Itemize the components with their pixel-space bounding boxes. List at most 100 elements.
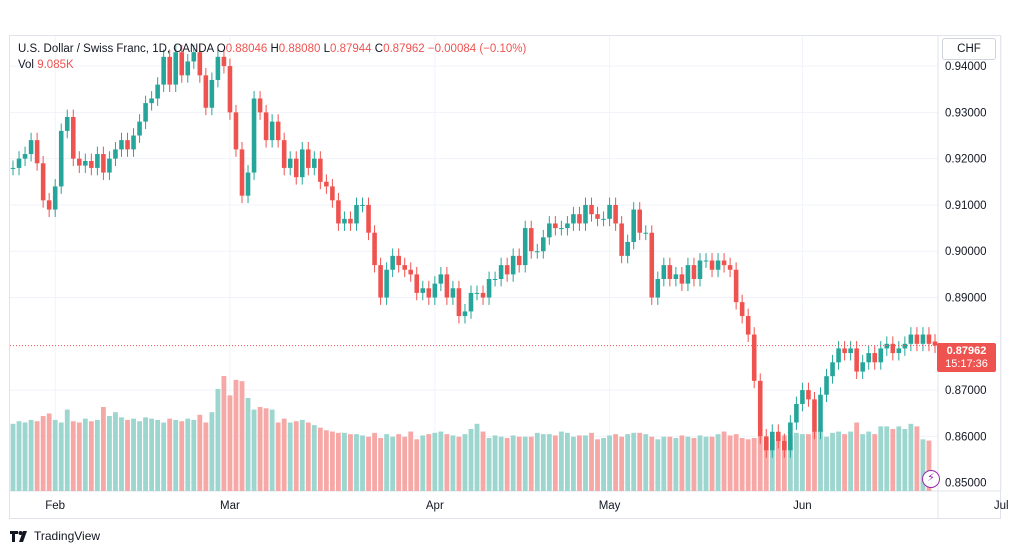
- volume-bar: [510, 435, 516, 491]
- tradingview-logo[interactable]: TradingView: [10, 529, 100, 543]
- candle-body: [378, 265, 383, 298]
- candle-body: [528, 228, 534, 252]
- candle: [354, 197, 359, 231]
- volume-bar: [775, 438, 781, 491]
- volume-bar: [46, 413, 52, 491]
- candle: [914, 327, 920, 352]
- volume-bar: [679, 435, 685, 491]
- volume-bar: [498, 436, 504, 491]
- candle-body: [312, 158, 317, 168]
- volume-bar: [806, 434, 811, 491]
- volume-bar: [348, 434, 353, 491]
- candle: [402, 257, 407, 278]
- candle-body: [571, 214, 576, 224]
- volume-bar: [125, 419, 130, 491]
- candle-body: [715, 260, 721, 270]
- candle-body: [342, 218, 347, 224]
- change-value: −0.00084 (−0.10%): [427, 43, 527, 55]
- candle-body: [553, 223, 558, 229]
- candle: [10, 160, 16, 176]
- tradingview-logo-icon: [10, 530, 27, 542]
- candle: [547, 216, 552, 245]
- volume-bar: [516, 436, 522, 491]
- symbol-title[interactable]: U.S. Dollar / Swiss Franc, 1D, OANDA: [18, 43, 214, 55]
- candle-body: [251, 98, 257, 173]
- volume-bar: [872, 434, 878, 491]
- candle: [426, 280, 432, 305]
- candle-body: [324, 181, 329, 187]
- candle-body: [733, 269, 739, 303]
- candle-body: [559, 228, 564, 230]
- volume-bar: [263, 408, 269, 491]
- bar-countdown: 15:17:36: [945, 358, 988, 370]
- candle-body: [414, 274, 420, 293]
- volume-bar: [655, 439, 661, 491]
- candle: [203, 67, 209, 116]
- candle: [239, 141, 245, 204]
- volume-bar: [528, 436, 534, 491]
- last-price-value: 0.87962: [946, 345, 987, 357]
- legend: U.S. Dollar / Swiss Franc, 1D, OANDA O0.…: [18, 41, 526, 73]
- candle: [643, 225, 649, 241]
- candle: [462, 304, 468, 324]
- candle: [191, 44, 197, 69]
- candle: [474, 285, 480, 301]
- candle-body: [348, 218, 353, 224]
- candle-body: [480, 292, 486, 298]
- candle-body: [751, 334, 757, 381]
- candle-body: [179, 52, 185, 76]
- volume-bar: [438, 431, 444, 491]
- candle-body: [625, 241, 630, 256]
- candle-body: [438, 274, 444, 284]
- candle: [438, 266, 444, 292]
- candle-body: [354, 204, 359, 224]
- volume-bar: [70, 421, 76, 491]
- candle-body: [215, 56, 221, 80]
- candle: [420, 280, 426, 301]
- volume-bar: [299, 419, 305, 491]
- volume-bar: [360, 435, 365, 491]
- candle: [149, 91, 154, 111]
- candle: [293, 151, 299, 185]
- volume-bar: [836, 431, 841, 491]
- volume-bar: [793, 432, 799, 491]
- candle: [185, 54, 191, 83]
- volume-bar: [197, 414, 203, 491]
- volume-bar: [203, 422, 209, 491]
- candle-body: [498, 265, 504, 280]
- volume-bar: [354, 434, 359, 491]
- volume-bar: [384, 434, 390, 491]
- volume-bar: [113, 412, 118, 491]
- candle: [372, 225, 377, 273]
- candle: [408, 262, 414, 282]
- candle: [342, 211, 347, 231]
- volume-bar: [88, 421, 94, 491]
- candle: [131, 128, 136, 157]
- candle-body: [203, 75, 209, 108]
- volume-bar: [58, 422, 64, 491]
- volume-bar: [812, 431, 817, 491]
- volume-bar: [396, 434, 402, 491]
- candle: [305, 141, 311, 176]
- volume-bar: [781, 435, 787, 491]
- candle: [872, 345, 878, 370]
- volume-bar: [462, 434, 468, 491]
- candle: [281, 132, 287, 176]
- candle-body: [534, 251, 540, 253]
- candle: [926, 327, 932, 352]
- candle: [866, 345, 871, 370]
- volume-bar: [420, 435, 426, 491]
- candle-body: [812, 399, 817, 432]
- volume-bar: [866, 431, 872, 491]
- candle-body: [577, 214, 582, 224]
- volume-bar: [16, 421, 22, 491]
- currency-button[interactable]: CHF: [942, 38, 996, 60]
- candle: [534, 243, 540, 259]
- lightning-icon[interactable]: ⚡: [922, 470, 940, 488]
- volume-bar: [649, 436, 655, 491]
- volume-bar: [76, 422, 82, 491]
- volume-label[interactable]: Vol: [18, 59, 34, 71]
- candle: [577, 206, 582, 231]
- volume-bar: [589, 432, 594, 491]
